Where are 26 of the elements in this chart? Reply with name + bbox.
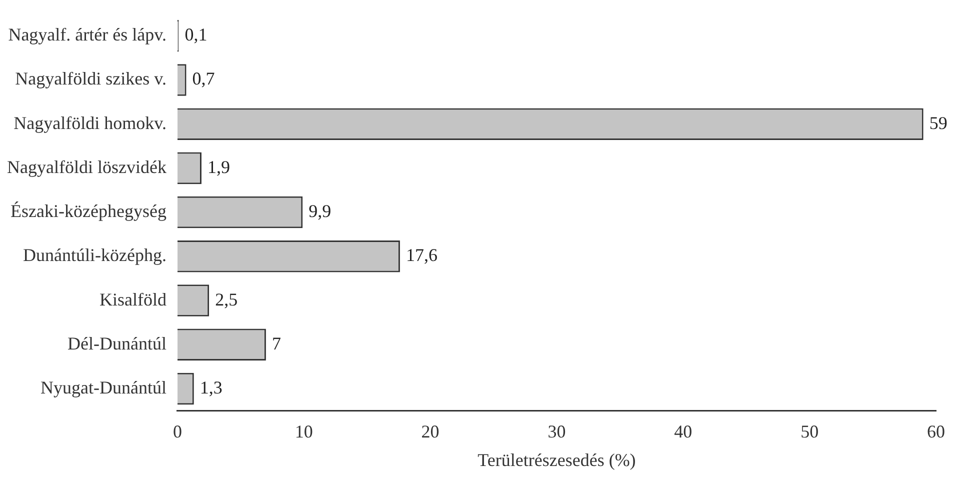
data-label: 1,3	[200, 377, 222, 398]
data-label: 1,9	[207, 156, 230, 177]
y-tick-label: Kisalföld	[99, 289, 166, 310]
data-label: 0,1	[184, 24, 208, 45]
y-tick-label: Nagyalföldi homokv.	[14, 112, 166, 133]
y-tick-label: Északi-középhegység	[10, 201, 166, 222]
y-tick-label: Dél-Dunántúl	[67, 333, 166, 354]
data-label: 0,7	[192, 68, 215, 89]
x-tick-label: 0	[172, 421, 182, 442]
x-tick-label: 30	[548, 421, 566, 442]
y-tick-label: Nagyalf. ártér és lápv.	[8, 24, 166, 45]
data-label: 17,6	[406, 245, 438, 266]
x-tick-label: 50	[800, 421, 819, 442]
data-label: 9,9	[308, 201, 332, 222]
y-tick-label: Dunántúli-középhg.	[22, 245, 166, 266]
x-axis-title: Területrészesedés (%)	[478, 450, 636, 470]
y-tick-label: Nagyalföldi szikes v.	[15, 68, 166, 89]
x-tick-label: 10	[294, 421, 313, 442]
y-tick-label: Nagyalföldi löszvidék	[6, 156, 166, 177]
data-label: 7	[272, 333, 281, 354]
data-label: 2,5	[215, 289, 238, 310]
data-label: 59	[929, 112, 948, 133]
y-tick-label: Nyugat-Dunántúl	[40, 377, 166, 398]
x-tick-label: 60	[927, 421, 945, 442]
x-tick-label: 40	[674, 421, 692, 442]
x-tick-label: 20	[421, 421, 440, 442]
